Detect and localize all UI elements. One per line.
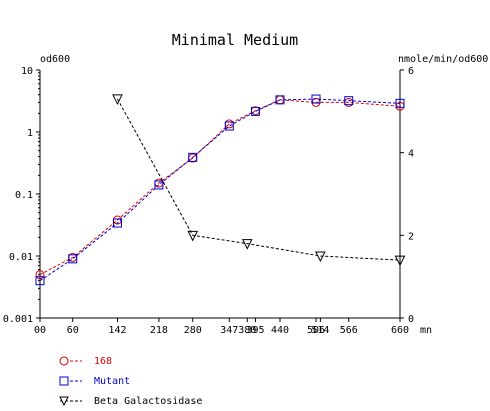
data-point-square [188, 152, 198, 162]
x-tick-label: 347 [220, 325, 238, 336]
y-left-tick-label: 1 [27, 128, 33, 139]
y-left-tick-label: 0.001 [3, 314, 33, 325]
series-line-1 [39, 98, 401, 282]
series-line-0 [39, 99, 401, 276]
y-right-tick-label: 0 [408, 314, 414, 325]
y-axis-left-label: od600 [40, 54, 71, 65]
series-line-2 [117, 98, 401, 261]
data-point-circle [35, 270, 45, 280]
x-tick-label: 514 [311, 325, 329, 336]
x-tick-label: 440 [271, 325, 289, 336]
data-point-square [250, 106, 260, 116]
x-tick-label: 00 [34, 325, 46, 336]
x-tick-label: 506 [307, 325, 325, 336]
y-left-tick-label: 10 [21, 66, 33, 77]
x-axis-unit-label: mn [420, 325, 432, 336]
triangle-down-marker-icon [59, 396, 82, 407]
y-right-tick-label: 2 [408, 231, 414, 242]
data-point-square [344, 96, 354, 106]
x-tick-label: 142 [108, 325, 126, 336]
y-axis-right-label: nmole/min/od600 [398, 54, 489, 65]
data-point-square [35, 276, 45, 286]
y-left-tick-label: 0.1 [15, 190, 33, 201]
data-point-triangle-down [315, 251, 326, 263]
x-tick-label: 218 [150, 325, 168, 336]
data-point-square [224, 121, 234, 131]
legend-label-mutant: Mutant [94, 375, 131, 387]
x-tick-label: 60 [67, 325, 79, 336]
data-point-square [275, 95, 285, 105]
data-point-square [154, 180, 164, 190]
x-tick-label: 395 [246, 325, 264, 336]
data-point-square [311, 94, 321, 104]
legend-item-mutant: Mutant [58, 371, 202, 391]
data-point-triangle-down [112, 94, 123, 106]
legend-item-168: 168 [58, 351, 202, 371]
data-point-square [68, 254, 78, 264]
data-point-triangle-down [241, 239, 253, 250]
square-marker-icon [59, 376, 82, 386]
x-tick-label: 380 [238, 325, 256, 336]
data-point-triangle-down [394, 255, 406, 267]
legend-item-beta-galactosidase: Beta Galactosidase [58, 391, 202, 411]
data-point-square [112, 218, 122, 228]
legend: 168 Mutant Beta Galactosidase [58, 351, 202, 411]
x-tick-label: 280 [184, 325, 202, 336]
legend-label-beta-galactosidase: Beta Galactosidase [94, 395, 203, 407]
data-point-square [395, 98, 405, 108]
legend-label-168: 168 [94, 355, 113, 367]
y-right-tick-label: 6 [408, 66, 414, 77]
y-right-tick-label: 4 [408, 149, 414, 160]
y-left-tick-label: 0.01 [9, 252, 33, 263]
x-tick-label: 660 [391, 325, 409, 336]
data-point-triangle-down [187, 230, 199, 242]
chart-title: Minimal Medium [171, 31, 299, 49]
circle-marker-icon [59, 356, 82, 366]
x-tick-label: 566 [340, 325, 358, 336]
